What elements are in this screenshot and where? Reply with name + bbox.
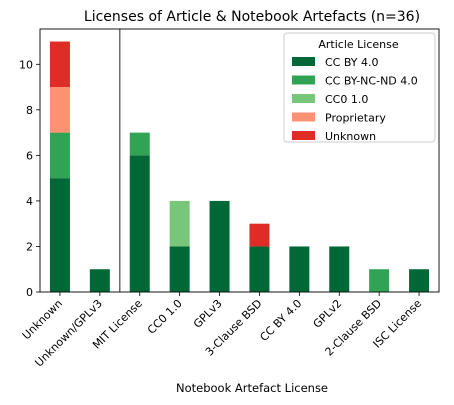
legend-title: Article License <box>318 38 398 51</box>
bar-segment <box>49 178 70 292</box>
bar-segment <box>169 200 190 247</box>
y-tick-label: 6 <box>26 149 33 162</box>
bar-segment <box>49 87 70 133</box>
legend-swatch <box>292 75 315 85</box>
x-tick-label: Unknown/GPLv3 <box>32 297 105 370</box>
bar-segment <box>369 269 390 292</box>
legend-label: CC0 1.0 <box>325 93 368 106</box>
x-axis-label: Notebook Artefact License <box>176 381 328 395</box>
y-tick-label: 2 <box>26 240 33 253</box>
legend-swatch <box>292 112 315 122</box>
y-tick-label: 8 <box>26 104 33 117</box>
y-tick-label: 0 <box>26 286 33 299</box>
x-tick-label: GPLv3 <box>191 297 225 331</box>
chart-title: Licenses of Article & Notebook Artefacts… <box>84 9 420 25</box>
legend-swatch <box>292 57 315 66</box>
bar-segment <box>129 132 150 156</box>
plot-frame <box>39 28 440 293</box>
legend: Article License CC BY 4.0 CC BY-NC-ND 4.0 C… <box>283 32 436 143</box>
y-tick-label: 10 <box>19 58 33 71</box>
legend-label: CC BY 4.0 <box>325 56 379 69</box>
bar-segment <box>209 200 230 292</box>
bar-segment <box>169 246 190 292</box>
legend-box <box>283 32 436 143</box>
bar-segment <box>129 155 150 292</box>
legend-swatch <box>292 94 315 103</box>
x-tick-label: CC BY 4.0 <box>257 297 304 344</box>
x-tick-label: GPLv2 <box>311 297 345 331</box>
bar-segment <box>289 246 310 292</box>
bar-segment <box>89 269 110 292</box>
legend-label: Proprietary <box>325 112 386 125</box>
legend-label: Unknown <box>325 130 376 143</box>
x-tick-label: CC0 1.0 <box>145 297 185 337</box>
bar-segment <box>409 269 430 292</box>
legend-swatch <box>292 131 315 140</box>
bar-segment <box>249 246 270 292</box>
bar-segment <box>49 41 70 88</box>
bar-segment <box>249 223 270 247</box>
bar-segment <box>329 246 350 292</box>
legend-label: CC BY-NC-ND 4.0 <box>325 75 418 88</box>
bar-segment <box>49 132 70 179</box>
y-tick-label: 4 <box>26 195 33 208</box>
